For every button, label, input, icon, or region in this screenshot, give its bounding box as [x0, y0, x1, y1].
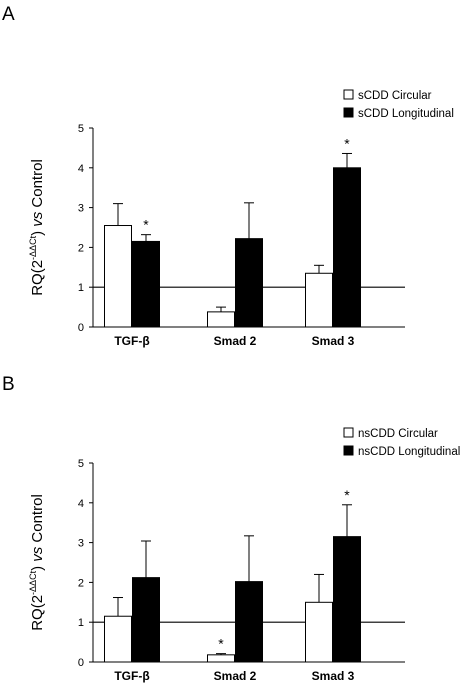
significance-star: *	[344, 135, 350, 151]
bar-circular	[104, 225, 132, 328]
category-label: TGF-β	[114, 669, 149, 683]
panel-b: B 0 1 2 3 4 5 TGF-β * Smad 2 * Smad 3 nsCDD Circular…	[2, 374, 460, 683]
significance-star: *	[218, 636, 224, 652]
y-axis-title-close: )	[29, 562, 46, 571]
panel-a: A 0 1 2 3 4 5 * TGF-β Smad 2 * Smad 3 sCDD Circular s…	[2, 4, 454, 348]
significance-star: *	[143, 217, 149, 233]
panel-letter: A	[2, 4, 15, 25]
y-tick-label: 0	[78, 322, 84, 334]
y-axis-title-main: RQ(2	[29, 260, 46, 296]
y-axis-title-superscript: -ΔΔCt	[28, 570, 38, 595]
y-tick-label: 2	[78, 577, 84, 589]
y-tick-label: 2	[78, 242, 84, 254]
bar-circular	[104, 615, 132, 663]
y-tick-label: 1	[78, 617, 84, 629]
bar-circular	[207, 311, 235, 328]
category-label: Smad 3	[312, 334, 355, 348]
y-tick-label: 4	[78, 498, 84, 510]
y-axis-title-vs: vs	[29, 546, 46, 562]
y-tick-label: 4	[78, 163, 84, 175]
bar-longitudinal	[333, 167, 361, 328]
legend-swatch	[343, 427, 354, 438]
legend-swatch	[343, 107, 354, 118]
y-axis-title: RQ(2-ΔΔCt) vs Control	[28, 159, 46, 296]
y-axis-title-control: Control	[29, 494, 46, 547]
y-axis-title-control: Control	[29, 159, 46, 212]
legend-label: sCDD Longitudinal	[358, 108, 454, 120]
y-tick-label: 5	[78, 123, 84, 135]
bar-longitudinal	[132, 577, 160, 663]
significance-star: *	[344, 487, 350, 503]
y-axis-title-superscript: -ΔΔCt	[28, 235, 38, 260]
y-axis-title-vs: vs	[29, 211, 46, 227]
legend-swatch	[343, 445, 354, 456]
legend-swatch	[343, 89, 354, 100]
category-label: Smad 2	[214, 334, 257, 348]
panel-letter: B	[2, 374, 15, 395]
bar-longitudinal	[132, 240, 160, 328]
bar-longitudinal	[235, 581, 263, 663]
bar-circular	[207, 654, 235, 663]
legend-label: nsCDD Circular	[358, 428, 438, 440]
y-tick-label: 1	[78, 282, 84, 294]
y-tick-label: 3	[78, 203, 84, 215]
bar-longitudinal	[333, 536, 361, 663]
category-label: Smad 2	[214, 669, 257, 683]
y-axis-title-close: )	[29, 227, 46, 236]
y-tick-label: 3	[78, 538, 84, 550]
y-tick-label: 0	[78, 657, 84, 669]
category-label: TGF-β	[114, 334, 149, 348]
y-tick-label: 5	[78, 458, 84, 470]
legend-label: nsCDD Longitudinal	[358, 446, 460, 458]
y-axis-title: RQ(2-ΔΔCt) vs Control	[28, 494, 46, 631]
legend-label: sCDD Circular	[358, 90, 432, 102]
category-label: Smad 3	[312, 669, 355, 683]
y-axis-title-main: RQ(2	[29, 595, 46, 631]
bar-longitudinal	[235, 238, 263, 328]
bar-circular	[305, 272, 333, 328]
bar-circular	[305, 601, 333, 663]
